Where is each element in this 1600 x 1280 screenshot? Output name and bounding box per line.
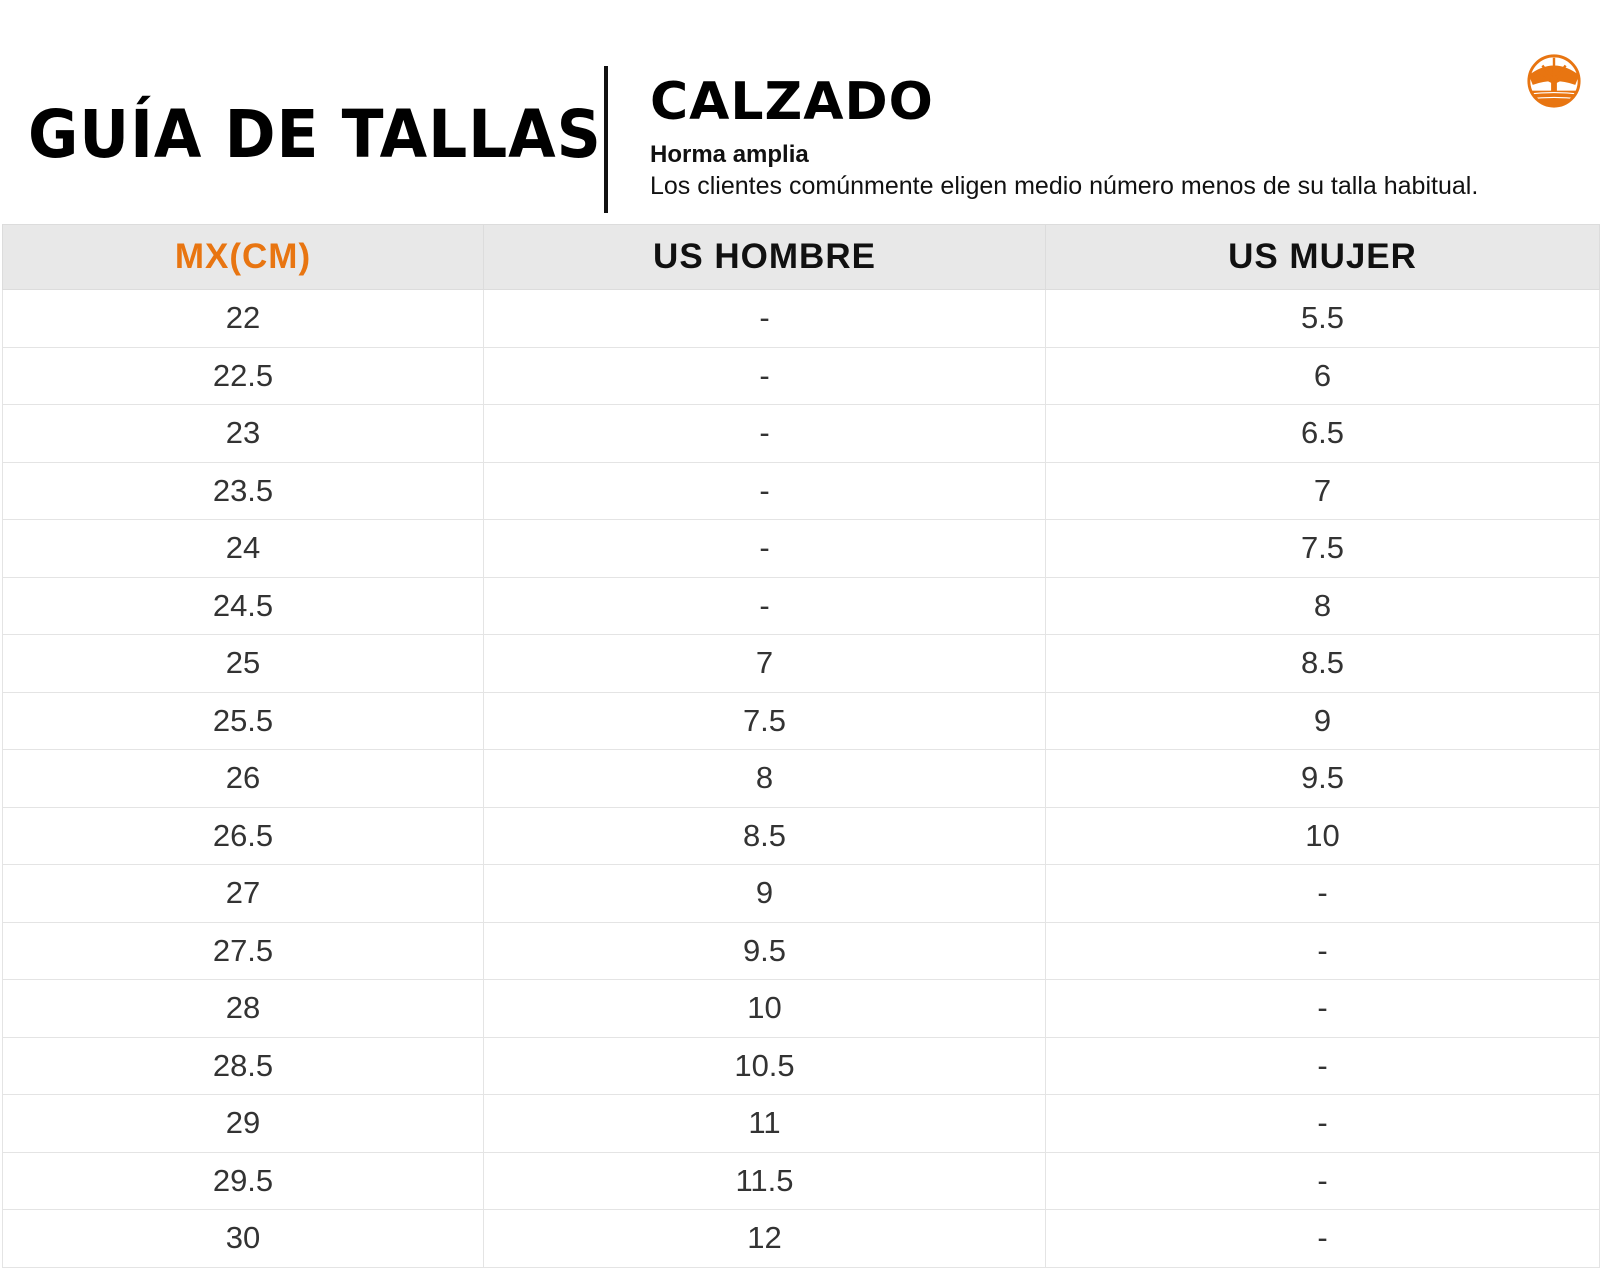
cell-us-men: 7.5 [483,691,1046,750]
table-row: 28 10- [2,979,1600,1038]
cell-us-men: 10 [483,979,1046,1038]
table-row: 25 7 8.5 [2,634,1600,693]
cell-mx: 29.5 [2,1151,484,1210]
cell-us-women: 8.5 [1045,634,1600,693]
table-row: 25.5 7.5 9 [2,691,1600,750]
cell-mx: 26.5 [2,806,484,865]
table-row: 23-6.5 [2,404,1600,463]
cell-us-women: 7.5 [1045,519,1600,578]
cell-mx: 25.5 [2,691,484,750]
cell-us-men: 9.5 [483,921,1046,980]
cell-mx: 23 [2,404,484,463]
table-row: 27 9- [2,864,1600,923]
cell-us-women: - [1045,921,1600,980]
category-title: CALZADO [650,72,934,132]
cell-us-women: 9.5 [1045,749,1600,808]
cell-us-women: - [1045,1036,1600,1095]
fit-label: Horma amplia [650,141,809,168]
cell-us-men: 8 [483,749,1046,808]
cell-us-men: 11.5 [483,1151,1046,1210]
cell-mx: 28.5 [2,1036,484,1095]
size-table: MX(CM) US HOMBRE US MUJER 22-5.5 22.5-6 23… [2,224,1600,1268]
table-row: 26.5 8.5 10 [2,806,1600,865]
table-row: 22-5.5 [2,289,1600,348]
cell-us-men: 7 [483,634,1046,693]
cell-us-women: 7 [1045,461,1600,520]
cell-us-men: - [483,289,1046,348]
cell-us-men: - [483,576,1046,635]
cell-us-men: - [483,519,1046,578]
cell-us-men: - [483,346,1046,405]
table-row: 24-7.5 [2,519,1600,578]
cell-mx: 24 [2,519,484,578]
cell-mx: 28 [2,979,484,1038]
cell-mx: 25 [2,634,484,693]
table-row: 23.5-7 [2,461,1600,520]
table-header-row: MX(CM) US HOMBRE US MUJER [2,224,1600,290]
cell-us-women: - [1045,979,1600,1038]
cell-mx: 23.5 [2,461,484,520]
cell-us-men: 11 [483,1094,1046,1153]
table-row: 24.5-8 [2,576,1600,635]
column-header-us-men: US HOMBRE [483,224,1046,290]
table-row: 28.5 10.5- [2,1036,1600,1095]
table-row: 22.5-6 [2,346,1600,405]
column-header-mx: MX(CM) [2,224,484,290]
cell-mx: 29 [2,1094,484,1153]
cell-us-men: 8.5 [483,806,1046,865]
fit-note: Los clientes comúnmente eligen medio núm… [650,172,1479,200]
timberland-tree-icon [1527,54,1581,108]
cell-us-women: - [1045,1094,1600,1153]
cell-mx: 26 [2,749,484,808]
cell-us-men: 12 [483,1209,1046,1268]
cell-us-men: - [483,461,1046,520]
divider [604,66,608,213]
table-row: 26 8 9.5 [2,749,1600,808]
page-title: GUÍA DE TALLAS [28,96,602,173]
table-row: 29.5 11.5- [2,1151,1600,1210]
cell-us-men: 10.5 [483,1036,1046,1095]
cell-us-women: 10 [1045,806,1600,865]
cell-us-women: - [1045,1151,1600,1210]
table-row: 30 12- [2,1209,1600,1268]
cell-mx: 27 [2,864,484,923]
cell-us-women: 6.5 [1045,404,1600,463]
cell-us-men: - [483,404,1046,463]
cell-mx: 22 [2,289,484,348]
cell-mx: 27.5 [2,921,484,980]
cell-us-women: - [1045,864,1600,923]
cell-us-men: 9 [483,864,1046,923]
cell-us-women: - [1045,1209,1600,1268]
cell-mx: 30 [2,1209,484,1268]
table-row: 29 11- [2,1094,1600,1153]
cell-mx: 22.5 [2,346,484,405]
cell-us-women: 8 [1045,576,1600,635]
cell-us-women: 9 [1045,691,1600,750]
column-header-us-women: US MUJER [1045,224,1600,290]
cell-us-women: 6 [1045,346,1600,405]
table-row: 27.5 9.5- [2,921,1600,980]
cell-mx: 24.5 [2,576,484,635]
cell-us-women: 5.5 [1045,289,1600,348]
